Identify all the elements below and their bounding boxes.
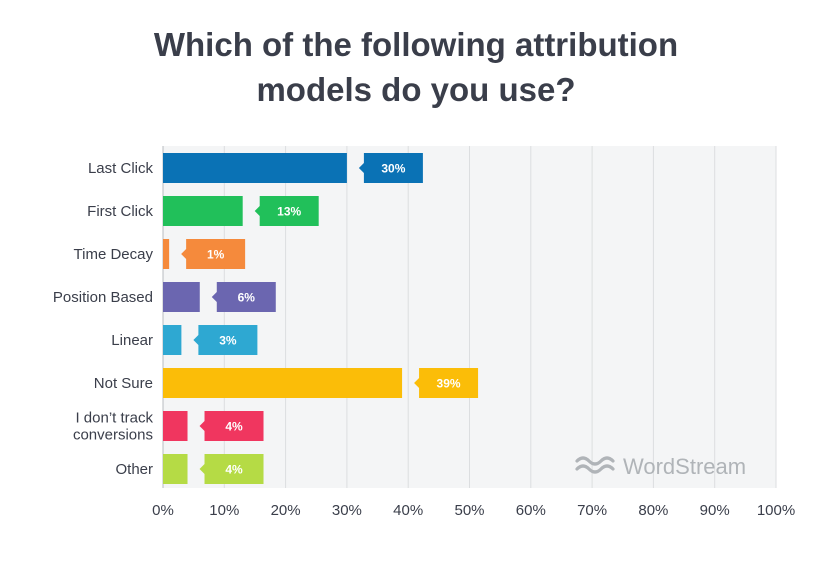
x-tick-label: 30% xyxy=(332,502,362,519)
x-tick-label: 60% xyxy=(516,502,546,519)
data-label-callout xyxy=(211,282,276,312)
x-tick-label: 0% xyxy=(152,502,174,519)
bar xyxy=(163,239,170,269)
data-label-callout xyxy=(181,239,246,269)
x-tick-label: 10% xyxy=(209,502,239,519)
data-label: 4% xyxy=(225,463,243,477)
data-label-callout xyxy=(414,368,479,398)
bar xyxy=(163,411,188,441)
data-label: 4% xyxy=(225,420,243,434)
bar xyxy=(163,153,347,183)
category-label: First Click xyxy=(87,203,153,220)
data-label: 3% xyxy=(219,334,237,348)
x-tick-label: 80% xyxy=(638,502,668,519)
category-label: Other xyxy=(115,461,153,478)
category-label: Time Decay xyxy=(74,246,154,263)
category-label: Last Click xyxy=(88,160,154,177)
brand-name: WordStream xyxy=(623,454,746,479)
plot-area: 0% 10% 20% 30% 40% 50% 60% 70% 80% 90% 100% 30% Last… xyxy=(53,146,795,519)
chart-title-line-1: Which of the following attribution xyxy=(154,26,678,63)
category-label: Linear xyxy=(111,332,153,349)
data-label: 13% xyxy=(277,205,301,219)
x-tick-label: 40% xyxy=(393,502,423,519)
data-label-callout xyxy=(199,411,264,441)
data-label-callout xyxy=(193,325,258,355)
bar xyxy=(163,325,182,355)
category-label: Not Sure xyxy=(94,375,153,392)
data-label: 6% xyxy=(238,291,256,305)
category-label: I don’t track conversions xyxy=(73,410,154,444)
x-tick-label: 90% xyxy=(700,502,730,519)
category-label: Position Based xyxy=(53,289,153,306)
data-label-callout xyxy=(254,196,319,226)
bar xyxy=(163,368,403,398)
bar xyxy=(163,282,200,312)
x-tick-label: 70% xyxy=(577,502,607,519)
data-label: 39% xyxy=(437,377,461,391)
brand-watermark: WordStream xyxy=(575,454,746,479)
bar xyxy=(163,454,188,484)
data-label-callout xyxy=(358,153,423,183)
data-label-callout xyxy=(199,454,264,484)
bar xyxy=(163,196,243,226)
data-label: 30% xyxy=(381,162,405,176)
data-label: 1% xyxy=(207,248,225,262)
wordstream-waves-icon xyxy=(575,456,615,474)
x-tick-label: 50% xyxy=(454,502,484,519)
x-tick-label: 20% xyxy=(271,502,301,519)
chart-title-line-2: models do you use? xyxy=(256,71,575,108)
x-tick-label: 100% xyxy=(757,502,795,519)
